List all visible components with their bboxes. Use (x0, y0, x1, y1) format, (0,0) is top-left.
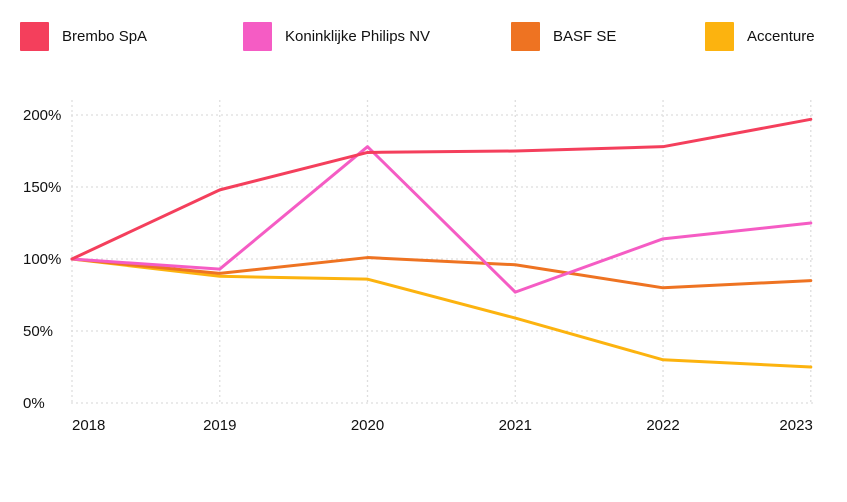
legend-label-philips: Koninklijke Philips NV (285, 28, 431, 45)
legend-label-basf: BASF SE (553, 28, 617, 45)
legend-swatch-basf (511, 22, 540, 51)
series-line-brembo-spa (70, 117, 813, 261)
legend: Brembo SpA Koninklijke Philips NV BASF S… (0, 0, 847, 60)
legend-swatch-accenture (705, 22, 734, 51)
y-tick-label: 0% (23, 395, 45, 412)
legend-label-accenture: Accenture (747, 28, 815, 45)
legend-label-brembo: Brembo SpA (62, 28, 148, 45)
series-line-accenture (70, 257, 813, 369)
legend-swatch-philips (243, 22, 272, 51)
x-tick-label: 2018 (72, 417, 105, 434)
y-tick-label: 200% (23, 107, 61, 124)
series-line-koninklijke-philips-nv (70, 145, 813, 294)
x-tick-label: 2020 (351, 417, 384, 434)
legend-item-brembo: Brembo SpA (20, 22, 147, 51)
series-line-basf-se (70, 256, 813, 290)
x-tick-label: 2019 (203, 417, 236, 434)
legend-swatch-brembo (20, 22, 49, 51)
y-tick-label: 50% (23, 323, 53, 340)
legend-item-accenture: Accenture (705, 22, 815, 51)
legend-item-basf: BASF SE (511, 22, 616, 51)
x-tick-label: 2022 (646, 417, 679, 434)
x-tick-label: 2021 (499, 417, 532, 434)
y-tick-label: 150% (23, 179, 61, 196)
y-tick-label: 100% (23, 251, 61, 268)
x-tick-label: 2023 (779, 417, 812, 434)
legend-item-philips: Koninklijke Philips NV (243, 22, 430, 51)
